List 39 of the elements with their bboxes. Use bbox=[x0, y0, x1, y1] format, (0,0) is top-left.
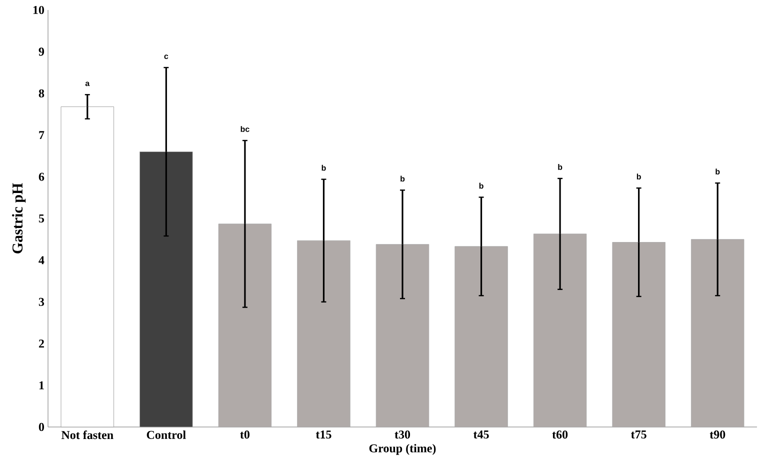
bar bbox=[454, 246, 508, 428]
x-axis-title: Group (time) bbox=[369, 444, 436, 455]
y-tick-label: 3 bbox=[38, 298, 44, 306]
y-tick-label: 6 bbox=[38, 172, 44, 181]
x-tick-label: t60 bbox=[552, 430, 568, 439]
annotation: bc bbox=[240, 126, 250, 132]
bar bbox=[297, 240, 350, 428]
bar bbox=[691, 239, 744, 428]
y-tick-label: 1 bbox=[39, 381, 44, 390]
bar bbox=[533, 234, 587, 428]
y-tick-label: 9 bbox=[38, 48, 44, 56]
bar bbox=[60, 106, 114, 428]
bar bbox=[612, 242, 666, 428]
y-tick-label: 7 bbox=[39, 131, 44, 140]
y-tick-label: 0 bbox=[38, 422, 44, 432]
annotation: c bbox=[164, 54, 168, 60]
annotation: b bbox=[558, 164, 562, 170]
y-tick-label: 2 bbox=[38, 340, 44, 348]
y-tick-label: 10 bbox=[33, 6, 44, 14]
y-tick-label: 5 bbox=[38, 214, 44, 222]
annotation: b bbox=[479, 182, 484, 189]
annotation: b bbox=[716, 168, 720, 175]
x-tick-label: Not fasten bbox=[61, 430, 114, 440]
x-tick-label: t90 bbox=[710, 430, 726, 439]
x-tick-label: t0 bbox=[240, 430, 250, 439]
bar bbox=[218, 224, 272, 428]
annotation: a bbox=[85, 82, 90, 86]
x-tick-label: t30 bbox=[394, 430, 410, 439]
y-tick-label: 8 bbox=[38, 89, 44, 98]
bar bbox=[376, 244, 430, 428]
y-tick-label: 4 bbox=[38, 256, 44, 264]
y-axis-title: Gastric pH bbox=[12, 183, 26, 254]
annotation: b bbox=[322, 164, 326, 171]
x-tick-label: t45 bbox=[473, 430, 489, 439]
annotation: b bbox=[400, 176, 405, 182]
x-tick-label: Control bbox=[146, 430, 186, 439]
x-tick-label: t75 bbox=[631, 430, 646, 438]
x-tick-label: t15 bbox=[316, 430, 332, 439]
annotation: b bbox=[636, 174, 641, 180]
